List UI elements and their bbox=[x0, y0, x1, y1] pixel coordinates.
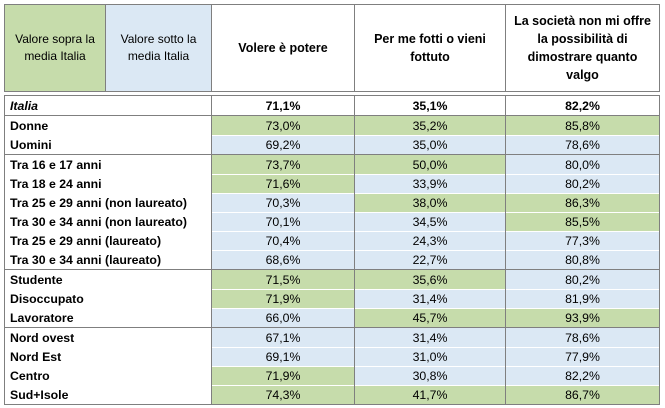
value-cell: 50,0% bbox=[354, 154, 506, 174]
value-cell: 71,6% bbox=[211, 174, 355, 193]
value-cell: 80,2% bbox=[505, 269, 660, 289]
row-label: Lavoratore bbox=[4, 308, 212, 328]
value-cell: 45,7% bbox=[354, 308, 506, 328]
data-table: Italia 71,1% 35,1% 82,2% Donne 73,0% 35,… bbox=[4, 95, 660, 405]
value-cell: 93,9% bbox=[505, 308, 660, 328]
value-cell: 73,7% bbox=[211, 154, 355, 174]
value-cell: 70,1% bbox=[211, 212, 355, 231]
value-cell: 35,6% bbox=[354, 269, 506, 289]
table-row: Lavoratore 66,0% 45,7% 93,9% bbox=[4, 308, 660, 328]
table-row: Studente 71,5% 35,6% 80,2% bbox=[4, 269, 660, 289]
table-row: Nord ovest 67,1% 31,4% 78,6% bbox=[4, 327, 660, 347]
row-label: Studente bbox=[4, 269, 212, 289]
value-cell: 71,5% bbox=[211, 269, 355, 289]
value-cell: 41,7% bbox=[354, 385, 506, 405]
value-cell: 74,3% bbox=[211, 385, 355, 405]
table-row: Uomini 69,2% 35,0% 78,6% bbox=[4, 135, 660, 155]
table-row: Nord Est 69,1% 31,0% 77,9% bbox=[4, 347, 660, 366]
table-row: Tra 25 e 29 anni (laureato) 70,4% 24,3% … bbox=[4, 231, 660, 250]
value-cell: 22,7% bbox=[354, 250, 506, 270]
value-cell: 67,1% bbox=[211, 327, 355, 347]
value-cell: 73,0% bbox=[211, 115, 355, 135]
header-row: Valore sopra la media Italia Valore sott… bbox=[4, 4, 660, 92]
row-label: Disoccupato bbox=[4, 289, 212, 308]
value-cell: 70,4% bbox=[211, 231, 355, 250]
value-cell: 80,8% bbox=[505, 250, 660, 270]
value-cell: 38,0% bbox=[354, 193, 506, 212]
table-row: Italia 71,1% 35,1% 82,2% bbox=[4, 95, 660, 116]
value-cell: 68,6% bbox=[211, 250, 355, 270]
value-cell: 35,0% bbox=[354, 135, 506, 155]
row-label: Sud+Isole bbox=[4, 385, 212, 405]
value-cell: 77,9% bbox=[505, 347, 660, 366]
row-label: Nord ovest bbox=[4, 327, 212, 347]
value-cell: 33,9% bbox=[354, 174, 506, 193]
row-label: Italia bbox=[4, 95, 212, 116]
value-cell: 34,5% bbox=[354, 212, 506, 231]
column-header-volere-e-potere: Volere è potere bbox=[211, 4, 355, 92]
table-row: Tra 30 e 34 anni (non laureato) 70,1% 34… bbox=[4, 212, 660, 231]
value-cell: 77,3% bbox=[505, 231, 660, 250]
table-body: Italia 71,1% 35,1% 82,2% Donne 73,0% 35,… bbox=[4, 95, 660, 405]
value-cell: 31,4% bbox=[354, 289, 506, 308]
value-cell: 86,3% bbox=[505, 193, 660, 212]
row-label: Centro bbox=[4, 366, 212, 385]
value-cell: 71,9% bbox=[211, 366, 355, 385]
value-cell: 80,0% bbox=[505, 154, 660, 174]
value-cell: 78,6% bbox=[505, 327, 660, 347]
column-header-fotti-o-vieni-fottuto: Per me fotti o vieni fottuto bbox=[354, 4, 506, 92]
row-label: Tra 25 e 29 anni (non laureato) bbox=[4, 193, 212, 212]
table-row: Tra 25 e 29 anni (non laureato) 70,3% 38… bbox=[4, 193, 660, 212]
value-cell: 30,8% bbox=[354, 366, 506, 385]
value-cell: 86,7% bbox=[505, 385, 660, 405]
value-cell: 70,3% bbox=[211, 193, 355, 212]
legend-above-mean-cell: Valore sopra la media Italia bbox=[4, 4, 106, 92]
header-table: Valore sopra la media Italia Valore sott… bbox=[4, 4, 660, 92]
row-label: Tra 18 e 24 anni bbox=[4, 174, 212, 193]
legend-below-mean-cell: Valore sotto la media Italia bbox=[105, 4, 212, 92]
value-cell: 82,2% bbox=[505, 366, 660, 385]
value-cell: 35,1% bbox=[354, 95, 506, 116]
value-cell: 66,0% bbox=[211, 308, 355, 328]
value-cell: 35,2% bbox=[354, 115, 506, 135]
value-cell: 85,5% bbox=[505, 212, 660, 231]
row-label: Tra 30 e 34 anni (non laureato) bbox=[4, 212, 212, 231]
value-cell: 69,2% bbox=[211, 135, 355, 155]
table-row: Donne 73,0% 35,2% 85,8% bbox=[4, 115, 660, 135]
value-cell: 31,0% bbox=[354, 347, 506, 366]
value-cell: 80,2% bbox=[505, 174, 660, 193]
value-cell: 71,9% bbox=[211, 289, 355, 308]
row-label: Tra 16 e 17 anni bbox=[4, 154, 212, 174]
value-cell: 82,2% bbox=[505, 95, 660, 116]
column-header-societa-non-mi-offre: La società non mi offre la possibilità d… bbox=[505, 4, 660, 92]
value-cell: 69,1% bbox=[211, 347, 355, 366]
table-row: Centro 71,9% 30,8% 82,2% bbox=[4, 366, 660, 385]
row-label: Tra 30 e 34 anni (laureato) bbox=[4, 250, 212, 270]
value-cell: 78,6% bbox=[505, 135, 660, 155]
table-row: Tra 16 e 17 anni 73,7% 50,0% 80,0% bbox=[4, 154, 660, 174]
value-cell: 31,4% bbox=[354, 327, 506, 347]
value-cell: 85,8% bbox=[505, 115, 660, 135]
row-label: Tra 25 e 29 anni (laureato) bbox=[4, 231, 212, 250]
table-row: Tra 30 e 34 anni (laureato) 68,6% 22,7% … bbox=[4, 250, 660, 270]
row-label: Nord Est bbox=[4, 347, 212, 366]
value-cell: 71,1% bbox=[211, 95, 355, 116]
table-row: Tra 18 e 24 anni 71,6% 33,9% 80,2% bbox=[4, 174, 660, 193]
table-row: Sud+Isole 74,3% 41,7% 86,7% bbox=[4, 385, 660, 405]
row-label: Uomini bbox=[4, 135, 212, 155]
value-cell: 24,3% bbox=[354, 231, 506, 250]
value-cell: 81,9% bbox=[505, 289, 660, 308]
table-row: Disoccupato 71,9% 31,4% 81,9% bbox=[4, 289, 660, 308]
row-label: Donne bbox=[4, 115, 212, 135]
